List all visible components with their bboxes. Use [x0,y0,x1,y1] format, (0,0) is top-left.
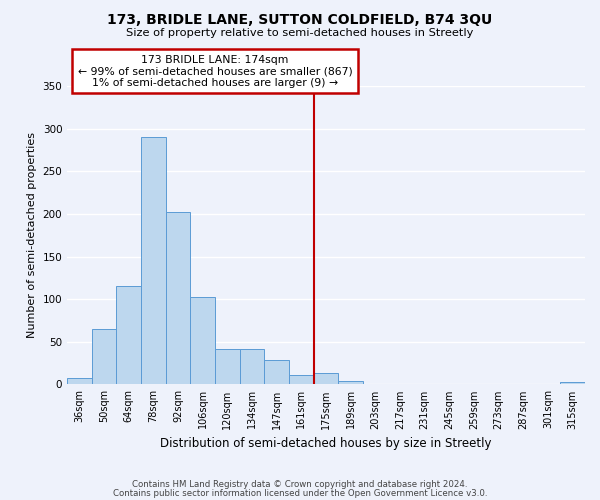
Bar [116,286,141,384]
Bar [338,381,363,384]
Bar [190,296,215,384]
Bar [240,350,265,384]
Y-axis label: Number of semi-detached properties: Number of semi-detached properties [27,132,37,338]
X-axis label: Distribution of semi-detached houses by size in Streetly: Distribution of semi-detached houses by … [160,437,492,450]
Bar [141,137,166,384]
Text: Size of property relative to semi-detached houses in Streetly: Size of property relative to semi-detach… [127,28,473,38]
Bar [314,374,338,384]
Bar [166,212,190,384]
Bar [67,378,92,384]
Bar [215,350,240,384]
Bar [560,382,585,384]
Text: Contains public sector information licensed under the Open Government Licence v3: Contains public sector information licen… [113,488,487,498]
Text: Contains HM Land Registry data © Crown copyright and database right 2024.: Contains HM Land Registry data © Crown c… [132,480,468,489]
Bar [265,360,289,384]
Bar [289,375,314,384]
Text: 173, BRIDLE LANE, SUTTON COLDFIELD, B74 3QU: 173, BRIDLE LANE, SUTTON COLDFIELD, B74 … [107,12,493,26]
Text: 173 BRIDLE LANE: 174sqm
← 99% of semi-detached houses are smaller (867)
1% of se: 173 BRIDLE LANE: 174sqm ← 99% of semi-de… [78,54,352,88]
Bar [92,329,116,384]
